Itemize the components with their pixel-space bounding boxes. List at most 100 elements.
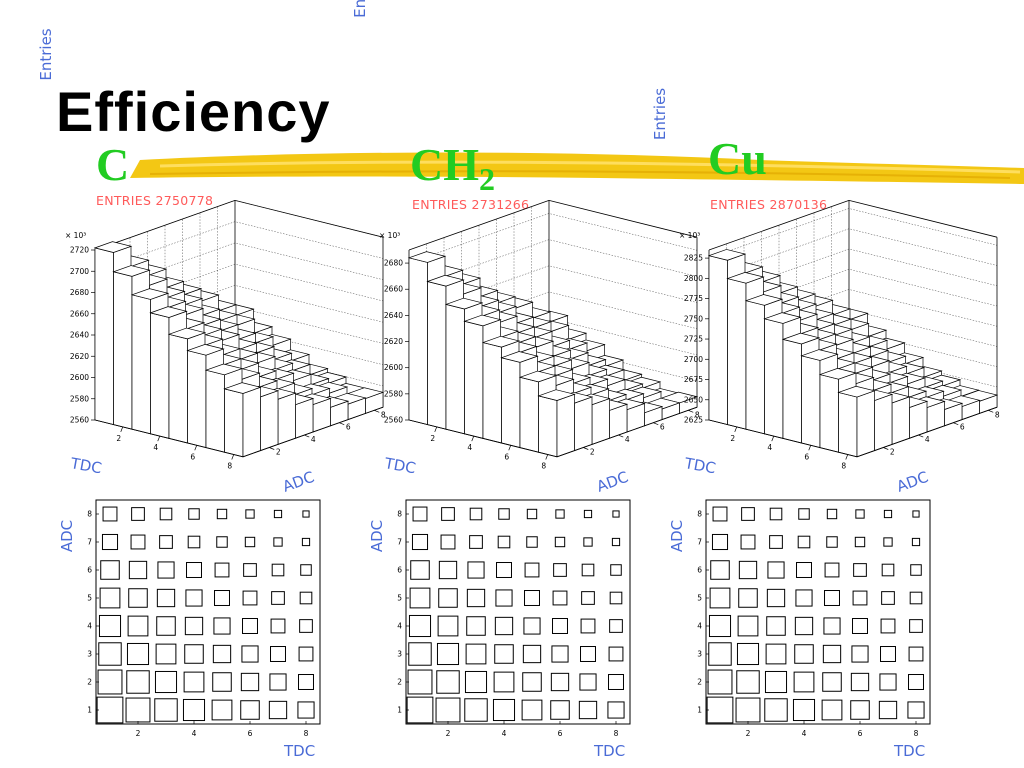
adc-tick-label: 5 [697, 594, 702, 603]
tdc-tick-label: 8 [304, 729, 309, 738]
bar-top-face [112, 265, 151, 277]
tdc-tick-label: 8 [541, 462, 546, 471]
bin-box [609, 591, 623, 605]
adc-tick-label: 6 [397, 566, 402, 575]
bin-box [580, 618, 596, 634]
bin-box [552, 618, 568, 634]
tdc-tick [194, 445, 198, 451]
bin-box [610, 564, 622, 576]
tdc-tick-label: 4 [767, 443, 772, 452]
bar-side-face [856, 390, 875, 458]
bar-front-face [708, 255, 728, 426]
bin-box [299, 619, 313, 633]
adc-tick [953, 422, 959, 426]
bar-side-face [277, 392, 296, 445]
bin-box [766, 616, 786, 636]
tdc-tick-label: 8 [914, 729, 919, 738]
bin-box [852, 590, 868, 606]
bin-box [469, 507, 483, 521]
adc-tick-label: 4 [697, 622, 702, 631]
bin-box [188, 508, 200, 520]
tdc-tick-label: 6 [804, 452, 809, 461]
bin-box [497, 535, 511, 549]
bin-box [911, 537, 921, 547]
bin-box [301, 537, 311, 547]
bin-box [909, 619, 923, 633]
bin-box [216, 536, 228, 548]
bin-box [466, 616, 486, 636]
bin-box [907, 701, 925, 719]
z-tick-label: 2625 [684, 416, 703, 425]
bin-box [826, 536, 838, 548]
adc-tick-label: 5 [397, 594, 402, 603]
adc-tick-label: 3 [87, 650, 92, 659]
tdc-axis-title: TDC [593, 742, 625, 760]
bin-box [126, 642, 150, 666]
bin-box [792, 698, 816, 722]
bar-side-face [574, 396, 593, 452]
tdc-tick-label: 4 [502, 729, 507, 738]
adc-tick-label: 3 [397, 650, 402, 659]
bin-box [764, 670, 788, 694]
tdc-tick-label: 6 [504, 452, 509, 461]
z-tick-label: 2700 [70, 267, 89, 276]
bar-top-face [518, 370, 558, 383]
bin-box [550, 700, 570, 720]
bar-front-face [727, 278, 747, 430]
bar-top-face [407, 251, 447, 263]
bin-box [826, 508, 838, 520]
bin-box [494, 616, 514, 636]
bin-box [581, 563, 595, 577]
bar-front-face [801, 355, 821, 449]
bar-front-face [94, 247, 114, 426]
z-tick-label: 2660 [384, 285, 403, 294]
bin-box [440, 534, 456, 550]
bar-front-face [764, 318, 784, 439]
bin-box [908, 674, 924, 690]
bar-3d [223, 382, 262, 458]
adc-tick-label: 4 [925, 435, 930, 444]
bin-box [213, 617, 231, 635]
bin-box [550, 672, 570, 692]
bin-box [183, 671, 205, 693]
grid-line [94, 242, 384, 293]
bin-box [880, 618, 896, 634]
bin-box [155, 643, 177, 665]
adc-tick-label: 2 [590, 448, 595, 457]
tdc-tick [808, 445, 812, 451]
bin-box [737, 615, 759, 637]
material-label-c: C [96, 139, 130, 190]
tdc-tick-label: 8 [227, 462, 232, 471]
bar-front-face [205, 369, 225, 453]
adc-tick-label: 5 [87, 594, 92, 603]
bin-box [154, 670, 178, 694]
lego-plot-cu: 2625 2650 2675 2700 2725 2750 2775 2800 2825 × 10… [651, 88, 1000, 496]
bin-box [822, 644, 842, 664]
plot-frame [705, 499, 931, 725]
tdc-axis-title: TDC [682, 454, 717, 477]
adc-tick-label: 8 [695, 410, 700, 419]
bin-box [410, 560, 430, 580]
bin-box [270, 618, 286, 634]
tdc-axis-title: TDC [382, 454, 417, 477]
bin-box [298, 646, 314, 662]
bin-box [880, 646, 896, 662]
tdc-tick [434, 426, 438, 433]
bar-top-face [167, 327, 207, 340]
bin-box [130, 534, 146, 550]
bin-box [128, 560, 148, 580]
bin-box [822, 672, 842, 692]
bin-box [764, 698, 788, 722]
bin-box [769, 507, 783, 521]
bar-top-face [444, 297, 484, 310]
bar-front-face [168, 333, 188, 444]
bin-box [187, 535, 201, 549]
bin-box [855, 509, 865, 519]
bin-box [794, 616, 814, 636]
bin-box [607, 701, 625, 719]
z-tick-label: 2660 [70, 309, 89, 318]
box-plot-c: 1 2 3 4 5 6 7 8 2 4 6 8 ADC TDC [58, 499, 321, 760]
adc-tick-label: 7 [87, 538, 92, 547]
adc-tick-label: 1 [397, 706, 402, 715]
adc-axis-title: ADC [668, 520, 686, 552]
